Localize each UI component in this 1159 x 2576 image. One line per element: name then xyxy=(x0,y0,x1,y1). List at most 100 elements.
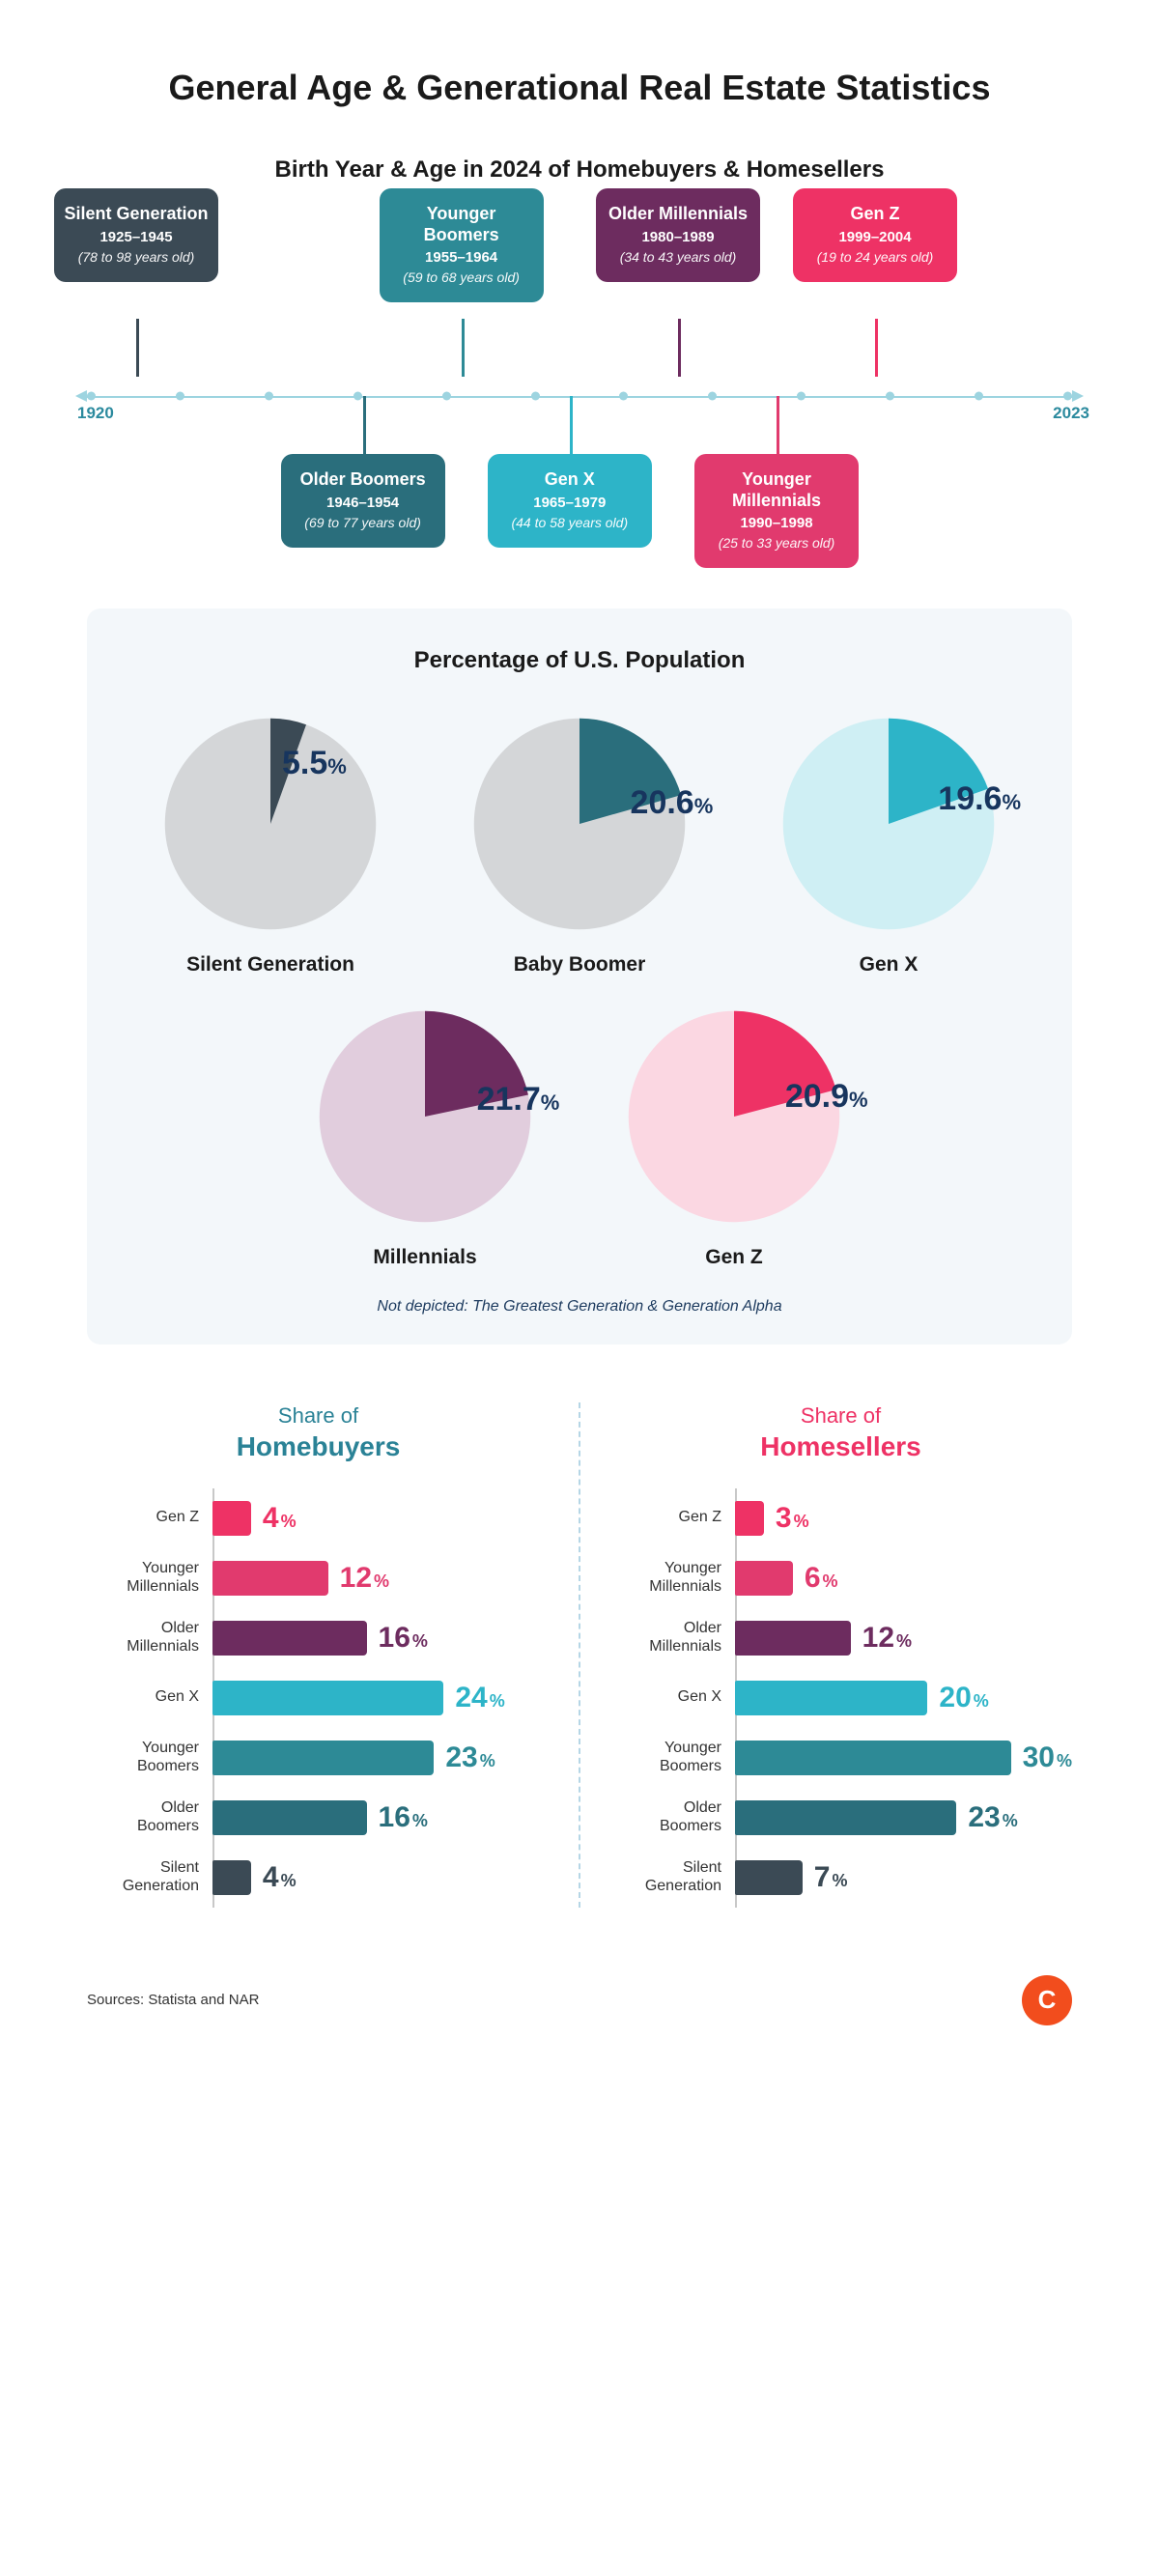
bar-label: YoungerMillennials xyxy=(609,1560,735,1596)
generation-age: (44 to 58 years old) xyxy=(497,515,642,530)
generation-card: Older Millennials1980–1989(34 to 43 year… xyxy=(596,188,760,282)
pie-chart xyxy=(159,713,382,935)
bar-row: SilentGeneration4% xyxy=(87,1848,550,1908)
pie-name: Silent Generation xyxy=(150,953,391,977)
bar-row: YoungerBoomers 23% xyxy=(87,1728,550,1788)
generation-years: 1999–2004 xyxy=(803,229,947,245)
bar-track: 16% xyxy=(212,1800,550,1835)
bars-title-line2: Homesellers xyxy=(609,1430,1072,1463)
pie-value: 21.7% xyxy=(477,1081,560,1118)
bar-chart: Gen Z3%YoungerMillennials6%OlderMillenni… xyxy=(609,1488,1072,1908)
bar-row: YoungerMillennials 12% xyxy=(87,1548,550,1608)
pie-value: 5.5% xyxy=(282,745,347,782)
timeline-arrow-right xyxy=(1072,390,1084,402)
pie-name: Millennials xyxy=(304,1246,546,1269)
bars-title: Share ofHomesellers xyxy=(609,1402,1072,1463)
pie-name: Gen X xyxy=(768,953,1009,977)
bar-track: 30% xyxy=(735,1741,1072,1775)
pie-value: 19.6% xyxy=(938,780,1021,818)
bar-value: 12% xyxy=(862,1622,912,1655)
bar-label: YoungerBoomers xyxy=(609,1740,735,1775)
bar-value: 3% xyxy=(776,1502,809,1535)
bar-fill xyxy=(735,1741,1011,1775)
generation-name: Older Millennials xyxy=(606,204,750,225)
pie-item: 20.9%Gen Z xyxy=(613,1005,855,1269)
timeline-stem xyxy=(363,396,366,454)
timeline-dot xyxy=(708,392,717,401)
bars-title: Share ofHomebuyers xyxy=(87,1402,550,1463)
generation-card: Gen Z 1999–2004 (19 to 24 years old) xyxy=(793,188,957,282)
pie-wrap: 19.6% xyxy=(777,713,1000,940)
bar-track: 20% xyxy=(735,1681,1072,1715)
bar-value: 23% xyxy=(445,1741,495,1774)
generation-age: (19 to 24 years old) xyxy=(803,249,947,265)
bar-row: Gen X24% xyxy=(87,1668,550,1728)
bar-label: YoungerBoomers xyxy=(87,1740,212,1775)
generation-name: Silent Generation xyxy=(64,204,209,225)
bar-row: YoungerMillennials 6% xyxy=(609,1548,1072,1608)
generation-name: Younger Millennials xyxy=(704,469,849,511)
timeline-stem xyxy=(678,319,681,377)
generation-age: (78 to 98 years old) xyxy=(64,249,209,265)
timeline-dot xyxy=(619,392,628,401)
timeline-stem xyxy=(570,396,573,454)
bar-value: 4% xyxy=(263,1861,297,1894)
bar-fill xyxy=(212,1860,251,1895)
generation-years: 1965–1979 xyxy=(497,495,642,511)
pie-name: Baby Boomer xyxy=(459,953,700,977)
page-title: General Age & Generational Real Estate S… xyxy=(87,68,1072,108)
pie-value: 20.6% xyxy=(631,784,714,822)
generation-years: 1925–1945 xyxy=(64,229,209,245)
bar-row: Gen X20% xyxy=(609,1668,1072,1728)
bar-value: 6% xyxy=(805,1562,838,1595)
timeline-stem xyxy=(136,319,139,377)
generation-card: Younger Boomers1955–1964(59 to 68 years … xyxy=(380,188,544,302)
timeline-dot xyxy=(176,392,184,401)
timeline-end-label: 2023 xyxy=(1053,404,1089,423)
timeline-section: Birth Year & Age in 2024 of Homebuyers &… xyxy=(87,156,1072,415)
pie-wrap: 5.5% xyxy=(159,713,382,940)
bar-track: 16% xyxy=(212,1621,550,1656)
generation-years: 1980–1989 xyxy=(606,229,750,245)
bar-value: 7% xyxy=(814,1861,848,1894)
timeline-stem xyxy=(777,396,779,454)
bar-label: Gen X xyxy=(609,1688,735,1706)
bar-fill xyxy=(212,1561,328,1596)
timeline-dot xyxy=(797,392,806,401)
bar-value: 12% xyxy=(340,1562,389,1595)
bar-track: 4% xyxy=(212,1860,550,1895)
population-section: Percentage of U.S. Population 5.5%Silent… xyxy=(87,609,1072,1345)
generation-age: (59 to 68 years old) xyxy=(389,269,534,285)
generation-name: Gen Z xyxy=(803,204,947,225)
bar-fill xyxy=(735,1501,764,1536)
timeline-dot xyxy=(531,392,540,401)
bar-value: 30% xyxy=(1023,1741,1072,1774)
bar-row: OlderBoomers16% xyxy=(87,1788,550,1848)
pie-chart xyxy=(777,713,1000,935)
bar-label: OlderBoomers xyxy=(609,1799,735,1835)
timeline-dot xyxy=(442,392,451,401)
bar-value: 4% xyxy=(263,1502,297,1535)
bar-fill xyxy=(735,1860,803,1895)
generation-card: Older Boomers1946–1954(69 to 77 years ol… xyxy=(281,454,445,548)
bar-row: Gen Z3% xyxy=(609,1488,1072,1548)
bars-title-line2: Homebuyers xyxy=(87,1430,550,1463)
bar-row: OlderMillennials16% xyxy=(87,1608,550,1668)
homebuyers-chart: Share ofHomebuyersGen Z4%YoungerMillenni… xyxy=(87,1402,550,1908)
bar-fill xyxy=(735,1681,927,1715)
bar-label: OlderBoomers xyxy=(87,1799,212,1835)
pie-item: 21.7% Millennials xyxy=(304,1005,546,1269)
timeline-dot xyxy=(265,392,273,401)
bar-fill xyxy=(212,1621,367,1656)
pie-grid: 5.5% Silent Generation 20.6% Baby Boomer 19.… xyxy=(126,713,1033,1269)
generation-age: (25 to 33 years old) xyxy=(704,535,849,551)
generation-name: Gen X xyxy=(497,469,642,491)
timeline-subtitle: Birth Year & Age in 2024 of Homebuyers &… xyxy=(87,156,1072,184)
footer: Sources: Statista and NAR C xyxy=(87,1975,1072,2025)
pie-wrap: 21.7% xyxy=(314,1005,536,1232)
generation-card: Gen X 1965–1979 (44 to 58 years old) xyxy=(488,454,652,548)
bar-label: YoungerMillennials xyxy=(87,1560,212,1596)
bar-track: 12% xyxy=(735,1621,1072,1656)
share-charts-section: Share ofHomebuyersGen Z4%YoungerMillenni… xyxy=(87,1402,1072,1908)
pie-chart xyxy=(623,1005,845,1228)
